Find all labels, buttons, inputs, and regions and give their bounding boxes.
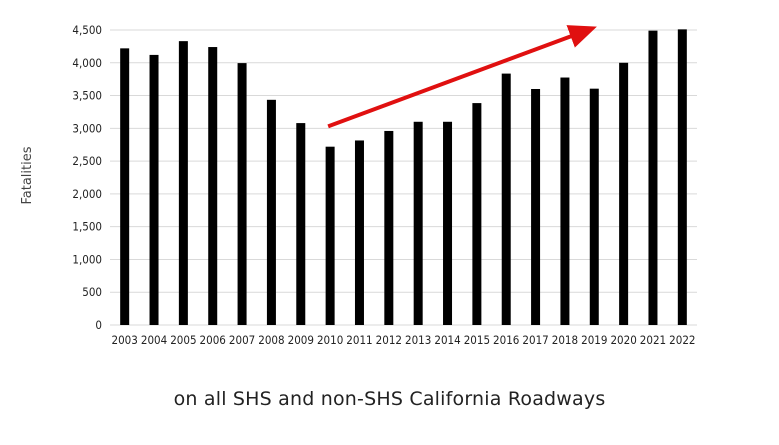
x-tick-label: 2021 — [640, 333, 666, 347]
x-tick-label: 2007 — [229, 333, 255, 347]
y-tick-label: 500 — [82, 285, 102, 299]
x-tick-label: 2020 — [610, 333, 636, 347]
x-tick-label: 2008 — [258, 333, 284, 347]
bar — [354, 140, 364, 325]
y-tick-label: 2,500 — [72, 154, 102, 168]
trend-annotation — [327, 25, 597, 129]
x-tick-label: 2014 — [434, 333, 460, 347]
x-tick-label: 2006 — [200, 333, 226, 347]
x-tick-label: 2009 — [288, 333, 314, 347]
bar — [237, 63, 247, 325]
bar — [413, 121, 423, 326]
bar — [531, 89, 541, 325]
bar — [472, 103, 482, 325]
bar — [501, 73, 511, 325]
bar — [178, 41, 188, 326]
trend-arrow — [327, 25, 597, 129]
y-tick-label: 1,500 — [72, 220, 102, 234]
bar — [149, 54, 159, 326]
x-tick-label: 2015 — [464, 333, 490, 347]
bar — [325, 146, 335, 325]
bar — [384, 130, 394, 325]
y-axis-label: Fatalities — [20, 146, 35, 204]
x-tick-label: 2011 — [346, 333, 372, 347]
bar — [443, 121, 453, 326]
y-tick-label: 4,500 — [72, 23, 102, 37]
x-tick-label: 2017 — [522, 333, 548, 347]
y-tick-label: 3,500 — [72, 89, 102, 103]
x-tick-label: 2016 — [493, 333, 519, 347]
bar — [619, 62, 629, 326]
x-tick-label: 2010 — [317, 333, 343, 347]
bar — [560, 77, 570, 326]
bar — [677, 29, 687, 325]
grid-lines — [110, 29, 697, 326]
y-tick-label: 1,000 — [72, 252, 102, 266]
bar — [120, 48, 130, 325]
x-tick-labels: 2003 2004 2005 2006 2007 2008 2009 2010 2011 2012… — [112, 333, 696, 347]
x-tick-label: 2003 — [112, 333, 138, 347]
x-tick-label: 2019 — [581, 333, 607, 347]
y-tick-label: 0 — [95, 318, 102, 332]
y-tick-labels: 0 500 1,000 1,500 2,000 2,500 3,000 3,500 4,000 4… — [72, 23, 102, 332]
x-tick-label: 2013 — [405, 333, 431, 347]
y-tick-label: 2,000 — [72, 187, 102, 201]
bar — [266, 99, 276, 325]
y-tick-label: 4,000 — [72, 56, 102, 70]
bar — [648, 30, 658, 326]
x-tick-label: 2004 — [141, 333, 167, 347]
bar — [589, 88, 599, 325]
bar — [208, 47, 218, 326]
chart-caption: on all SHS and non-SHS California Roadwa… — [173, 388, 606, 410]
x-tick-label: 2022 — [669, 333, 695, 347]
bars — [120, 29, 687, 326]
y-tick-label: 3,000 — [72, 121, 102, 135]
x-tick-label: 2005 — [170, 333, 196, 347]
bar — [296, 123, 306, 325]
x-tick-label: 2012 — [376, 333, 402, 347]
x-tick-label: 2018 — [552, 333, 578, 347]
